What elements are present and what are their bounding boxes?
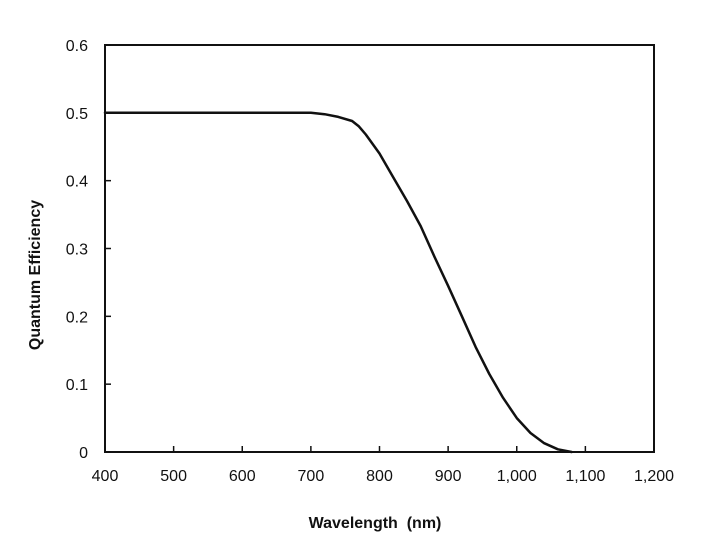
- x-tick-label: 1,100: [565, 468, 605, 485]
- x-tick-label: 900: [435, 468, 462, 485]
- y-tick-label: 0.4: [66, 174, 88, 191]
- y-tick-label: 0.2: [66, 309, 88, 326]
- plot-frame: [104, 44, 655, 453]
- y-tick-label: 0.3: [66, 242, 88, 259]
- x-tick-label: 700: [298, 468, 325, 485]
- y-axis-tick-labels: 0 0.1 0.2 0.3 0.4 0.5 0.6: [66, 38, 88, 462]
- x-tick-label: 1,000: [497, 468, 537, 485]
- y-tick-label: 0: [79, 445, 88, 462]
- series-line: [103, 111, 573, 454]
- x-tick-label: 500: [160, 468, 187, 485]
- y-tick-label: 0.6: [66, 38, 88, 55]
- y-tick-label: 0.5: [66, 106, 88, 123]
- y-tick-label: 0.1: [66, 377, 88, 394]
- x-tick-label: 800: [366, 468, 393, 485]
- x-axis-ticks: [104, 446, 655, 452]
- x-tick-label: 600: [229, 468, 256, 485]
- x-axis-title: Wavelength (nm): [309, 515, 442, 532]
- y-axis-title: Quantum Efficiency: [27, 200, 44, 350]
- x-axis-tick-labels: 400 500 600 700 800 900 1,000 1,100 1,200: [92, 468, 674, 485]
- x-tick-label: 1,200: [634, 468, 674, 485]
- x-tick-label: 400: [92, 468, 119, 485]
